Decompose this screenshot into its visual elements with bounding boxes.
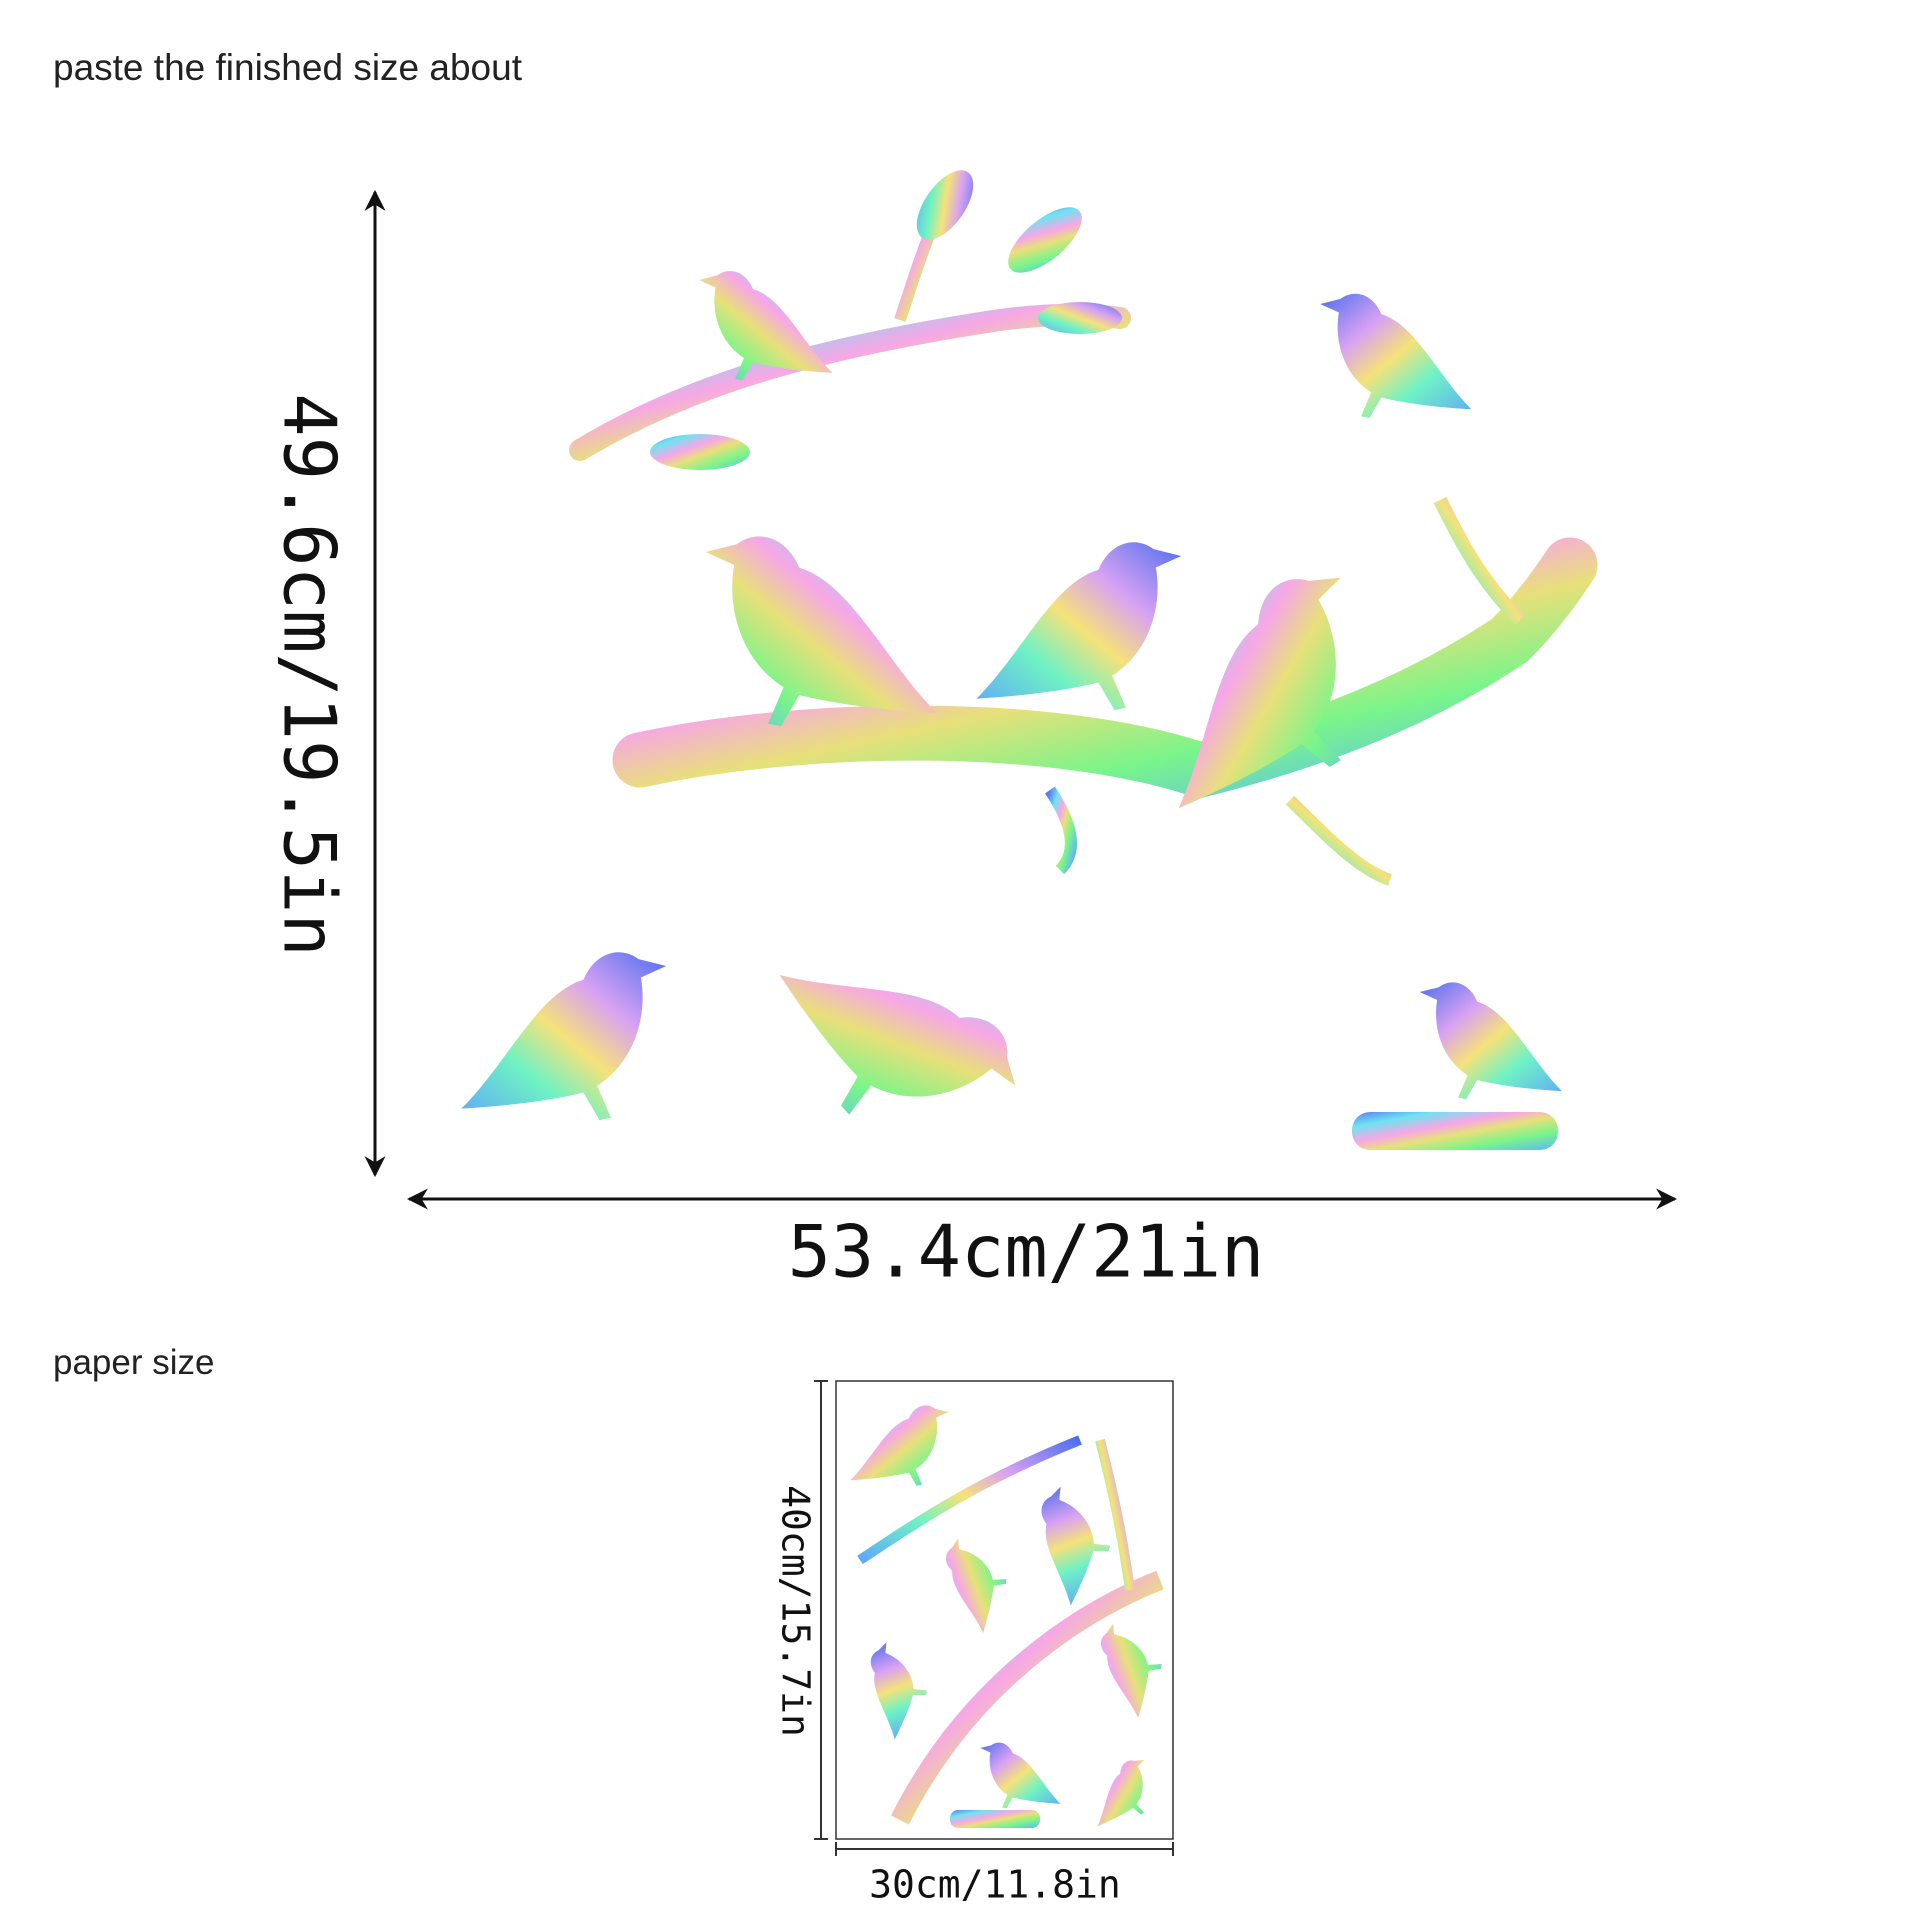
title: paste the finished size about xyxy=(53,47,523,88)
sticker-illustration xyxy=(461,170,1598,1166)
paper-title: paper size xyxy=(53,1343,214,1382)
paper-stickers xyxy=(841,1405,1170,1830)
paper-height-label: 40cm/15.7in xyxy=(774,1485,818,1737)
height-label: 49.6cm/19.5in xyxy=(267,393,351,957)
paper-width-label: 30cm/11.8in xyxy=(869,1863,1121,1907)
width-label: 53.4cm/21in xyxy=(788,1210,1265,1294)
